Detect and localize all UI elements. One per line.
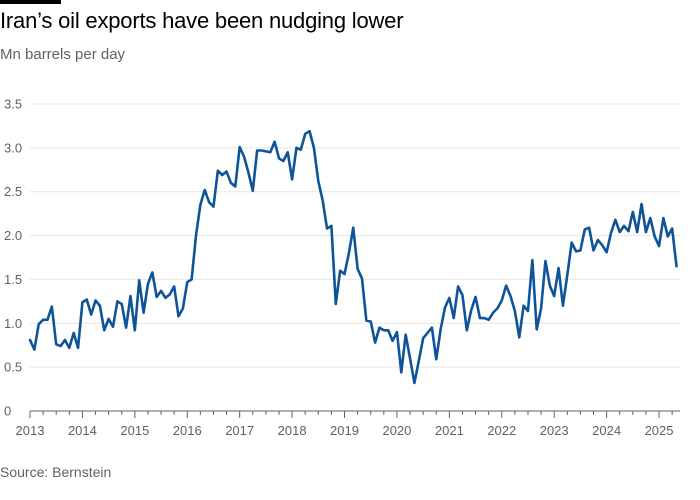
x-tick-label: 2022 — [487, 423, 516, 438]
y-tick-label: 3.0 — [4, 140, 22, 155]
x-tick-label: 2021 — [435, 423, 464, 438]
series-layer — [28, 129, 678, 385]
brand-bar — [0, 0, 61, 4]
y-tick-label: 2.5 — [4, 184, 22, 199]
x-tick-label: 2018 — [278, 423, 307, 438]
x-tick-label: 2013 — [16, 423, 45, 438]
y-tick-label: 1.5 — [4, 272, 22, 287]
x-tick-label: 2014 — [68, 423, 97, 438]
y-tick-label: 0.5 — [4, 360, 22, 375]
y-axis: 0 0.5 1.0 1.5 2.0 2.5 3.0 3.5 — [4, 97, 22, 419]
series-line — [28, 129, 678, 385]
x-tick-label: 2025 — [645, 423, 674, 438]
line-chart: 00.51.01.52.02.53.03.5 2013 2014 2015 2016 2… — [4, 97, 680, 438]
y-tick-label: 1.0 — [4, 316, 22, 331]
x-tick-label: 2016 — [173, 423, 202, 438]
gridlines — [30, 103, 680, 412]
source-note: Source: Bernstein — [0, 464, 112, 480]
x-axis: 2013 2014 2015 2016 2017 2018 2019 2020 2021 2022… — [16, 411, 674, 438]
x-tick-label: 2024 — [592, 423, 621, 438]
x-tick-label: 2017 — [225, 423, 254, 438]
y-tick-label: 0 — [4, 404, 11, 419]
x-tick-label: 2023 — [540, 423, 569, 438]
y-tick-label: 3.5 — [4, 97, 22, 112]
chart-title: Iran’s oil exports have been nudging low… — [0, 8, 404, 33]
chart-subtitle: Mn barrels per day — [0, 46, 126, 63]
x-tick-label: 2019 — [330, 423, 359, 438]
y-tick-label: 2.0 — [4, 228, 22, 243]
x-tick-label: 2020 — [382, 423, 411, 438]
x-tick-label: 2015 — [120, 423, 149, 438]
